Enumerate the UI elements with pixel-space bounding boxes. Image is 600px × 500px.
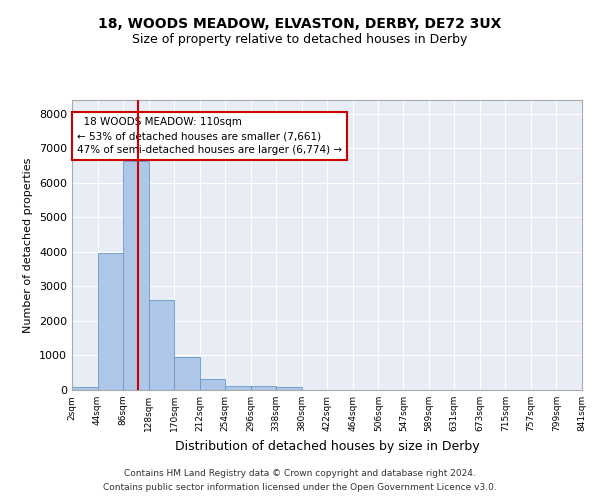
Bar bbox=[149, 300, 174, 390]
Bar bbox=[72, 388, 98, 390]
X-axis label: Distribution of detached houses by size in Derby: Distribution of detached houses by size … bbox=[175, 440, 479, 452]
Bar bbox=[251, 386, 276, 390]
Bar bbox=[276, 386, 302, 390]
Text: 18 WOODS MEADOW: 110sqm
← 53% of detached houses are smaller (7,661)
47% of semi: 18 WOODS MEADOW: 110sqm ← 53% of detache… bbox=[77, 118, 342, 156]
Y-axis label: Number of detached properties: Number of detached properties bbox=[23, 158, 34, 332]
Text: 18, WOODS MEADOW, ELVASTON, DERBY, DE72 3UX: 18, WOODS MEADOW, ELVASTON, DERBY, DE72 … bbox=[98, 18, 502, 32]
Bar bbox=[123, 162, 149, 390]
Text: Contains public sector information licensed under the Open Government Licence v3: Contains public sector information licen… bbox=[103, 484, 497, 492]
Bar bbox=[98, 252, 123, 390]
Bar bbox=[225, 386, 251, 390]
Bar bbox=[200, 380, 225, 390]
Text: Contains HM Land Registry data © Crown copyright and database right 2024.: Contains HM Land Registry data © Crown c… bbox=[124, 468, 476, 477]
Text: Size of property relative to detached houses in Derby: Size of property relative to detached ho… bbox=[133, 32, 467, 46]
Bar bbox=[174, 357, 200, 390]
